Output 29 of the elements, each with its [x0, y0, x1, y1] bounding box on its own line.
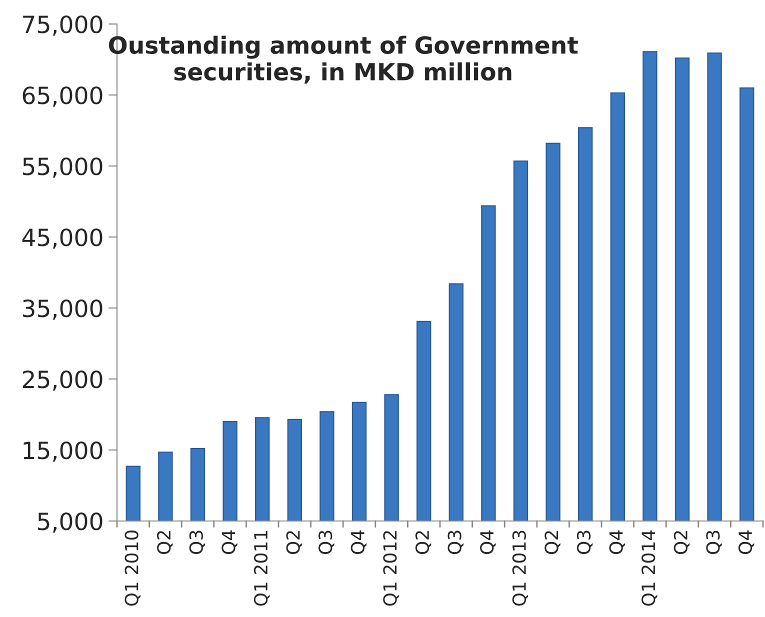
x-tick-label: Q4 — [480, 530, 496, 554]
y-tick-label: 35,000 — [22, 299, 102, 320]
x-tick-label: Q1 2014 — [642, 530, 658, 606]
x-tick-label: Q4 — [222, 530, 238, 554]
x-tick-label: Q1 2011 — [254, 531, 270, 606]
y-tick-label: 25,000 — [22, 370, 102, 391]
y-tick-label: 15,000 — [24, 441, 102, 462]
x-tick-label: Q4 — [738, 530, 754, 554]
x-tick-label: Q2 — [415, 531, 432, 554]
x-tick-label: Q3 — [448, 530, 464, 554]
x-tick-label: Q3 — [318, 530, 334, 554]
x-tick-label: Q2 — [286, 531, 302, 554]
x-tick-label: Q4 — [609, 530, 625, 554]
x-tick-label: Q3 — [706, 530, 722, 554]
y-tick-label: 75,000 — [23, 15, 102, 36]
x-tick-label: Q2 — [544, 531, 560, 554]
text: Oustanding amount of Government securities, in MKD million — [108, 36, 578, 84]
x-tick-label: Q3 — [576, 530, 593, 554]
x-tick-label: Q1 2012 — [383, 531, 399, 606]
x-tick-label: Q2 — [157, 531, 173, 554]
x-tick-label: Q2 — [674, 531, 690, 554]
x-tick-label: Q1 2013 — [512, 530, 528, 606]
y-tick-label: 5,000 — [38, 512, 102, 533]
y-tick-label: 65,000 — [22, 86, 102, 107]
x-tick-label: Q4 — [350, 530, 367, 554]
x-tick-label: Q3 — [189, 530, 206, 554]
x-tick-label: Q1 2010 — [124, 530, 140, 606]
y-tick-label: 45,000 — [22, 228, 102, 249]
y-tick-label: 55,000 — [23, 157, 102, 178]
